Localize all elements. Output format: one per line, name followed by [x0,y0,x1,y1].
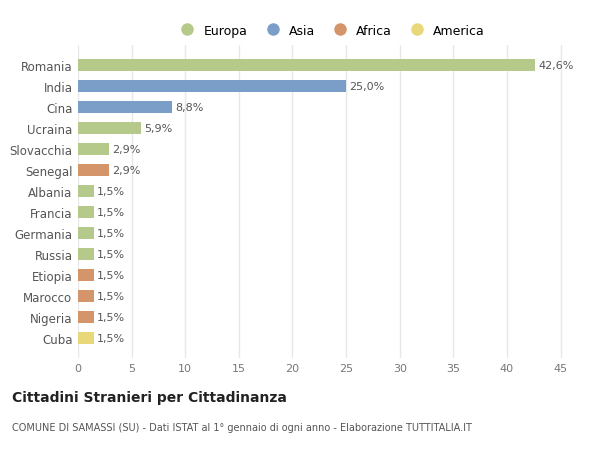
Text: 5,9%: 5,9% [145,123,173,134]
Text: COMUNE DI SAMASSI (SU) - Dati ISTAT al 1° gennaio di ogni anno - Elaborazione TU: COMUNE DI SAMASSI (SU) - Dati ISTAT al 1… [12,422,472,432]
Bar [78,228,94,239]
Bar [78,207,94,218]
Text: 25,0%: 25,0% [349,82,385,92]
Bar [78,311,94,323]
Text: 1,5%: 1,5% [97,291,125,301]
Text: 2,9%: 2,9% [112,166,140,175]
Text: 42,6%: 42,6% [538,61,574,71]
Bar [78,102,172,113]
Bar [78,123,141,134]
Bar [78,332,94,344]
Bar [78,249,94,260]
Bar [78,60,535,72]
Bar [78,165,109,176]
Text: 1,5%: 1,5% [97,270,125,280]
Text: 1,5%: 1,5% [97,333,125,343]
Text: 1,5%: 1,5% [97,229,125,238]
Bar [78,144,109,155]
Text: 1,5%: 1,5% [97,186,125,196]
Bar [78,269,94,281]
Text: Cittadini Stranieri per Cittadinanza: Cittadini Stranieri per Cittadinanza [12,390,287,404]
Bar [78,291,94,302]
Text: 1,5%: 1,5% [97,207,125,218]
Text: 1,5%: 1,5% [97,312,125,322]
Text: 1,5%: 1,5% [97,249,125,259]
Bar [78,186,94,197]
Legend: Europa, Asia, Africa, America: Europa, Asia, Africa, America [171,21,489,41]
Text: 8,8%: 8,8% [176,103,204,113]
Text: 2,9%: 2,9% [112,145,140,155]
Bar [78,81,346,93]
